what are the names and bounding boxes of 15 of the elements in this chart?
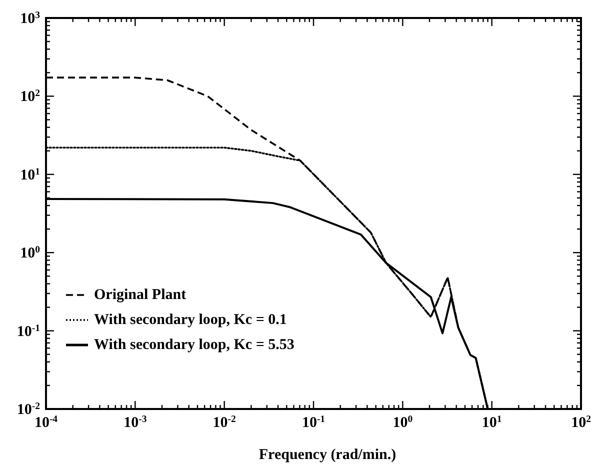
- x-tick-label: 10$^{2}$: [571, 414, 592, 431]
- x-tick-label: 10$^{1}$: [482, 414, 502, 431]
- x-axis-title: Frequency (rad/min.): [258, 447, 396, 463]
- legend-label: Original Plant: [94, 287, 186, 303]
- x-tick-label: 10$^{-3}$: [124, 414, 147, 431]
- legend-label: With secondary loop, Kc = 5.53: [94, 337, 294, 353]
- y-tick-label: 10$^{0}$: [20, 244, 40, 262]
- x-tick-label: 10$^{-2}$: [212, 414, 236, 431]
- y-tick-label: 10$^{-1}$: [16, 322, 40, 340]
- legend-label: With secondary loop, Kc = 0.1: [94, 312, 287, 328]
- x-tick-label: 10$^{0}$: [392, 414, 413, 431]
- y-tick-label: 10$^{2}$: [20, 88, 40, 106]
- y-tick-label: 10$^{3}$: [20, 10, 40, 27]
- y-tick-label: 10$^{1}$: [20, 166, 40, 184]
- x-tick-label: 10$^{-1}$: [302, 414, 326, 431]
